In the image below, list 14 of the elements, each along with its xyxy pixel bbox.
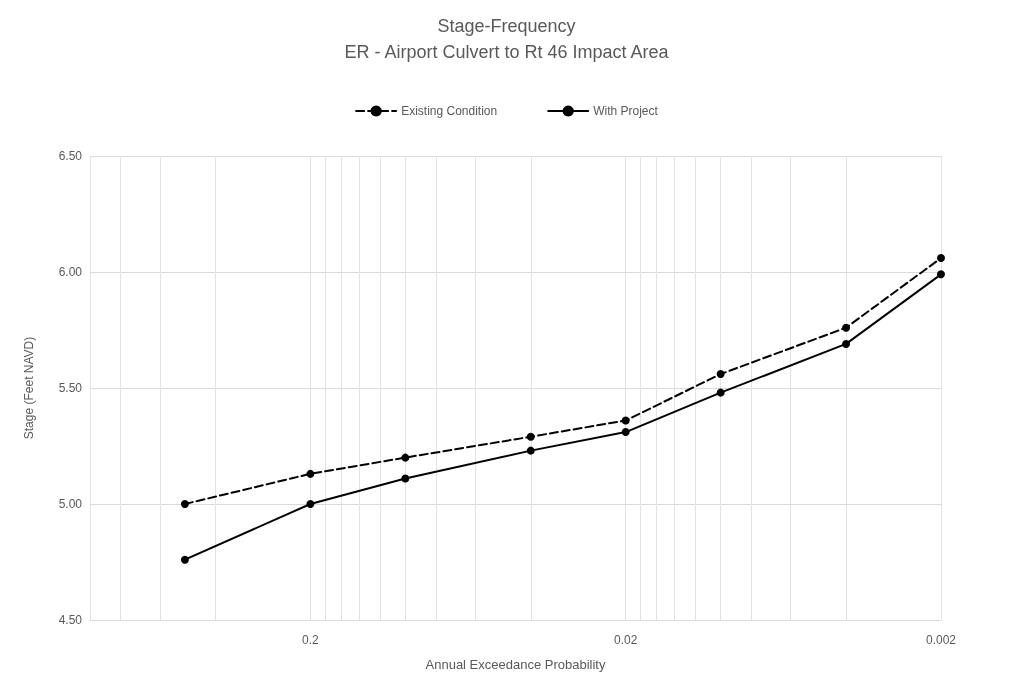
y-tick-label: 6.00 xyxy=(58,265,83,279)
x-tick-label: 0.02 xyxy=(614,633,638,647)
x-tick-label: 0.2 xyxy=(302,633,320,647)
chart-subtitle: ER - Airport Culvert to Rt 46 Impact Area xyxy=(344,42,670,62)
legend-label: Existing Condition xyxy=(401,104,498,118)
y-tick-label: 5.00 xyxy=(58,497,83,511)
chart-title: Stage-Frequency xyxy=(437,16,576,36)
y-tick-label: 5.50 xyxy=(58,381,83,395)
y-tick-label: 6.50 xyxy=(58,149,83,163)
y-tick-label: 4.50 xyxy=(58,613,83,627)
y-axis-title: Stage (Feet NAVD) xyxy=(22,336,36,440)
x-tick-label: 0.002 xyxy=(925,633,957,647)
legend-label: With Project xyxy=(593,104,659,118)
x-axis-title: Annual Exceedance Probability xyxy=(425,657,606,672)
